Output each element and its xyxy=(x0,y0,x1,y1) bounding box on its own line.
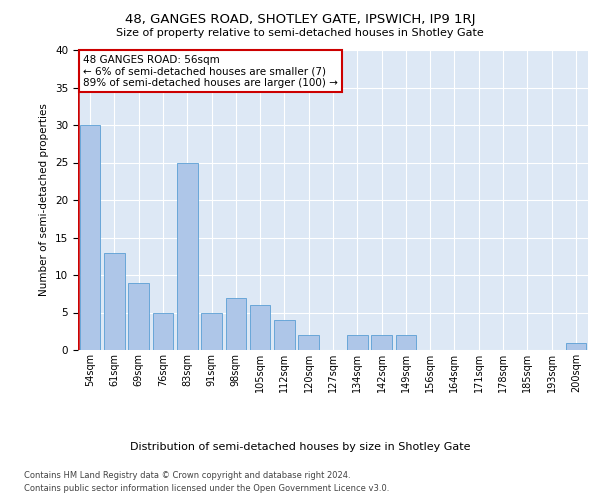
Bar xyxy=(177,162,197,350)
Text: Distribution of semi-detached houses by size in Shotley Gate: Distribution of semi-detached houses by … xyxy=(130,442,470,452)
Bar xyxy=(371,335,392,350)
Bar xyxy=(250,305,271,350)
Bar xyxy=(80,125,100,350)
Text: 48 GANGES ROAD: 56sqm
← 6% of semi-detached houses are smaller (7)
89% of semi-d: 48 GANGES ROAD: 56sqm ← 6% of semi-detac… xyxy=(83,54,338,88)
Text: Contains HM Land Registry data © Crown copyright and database right 2024.: Contains HM Land Registry data © Crown c… xyxy=(24,471,350,480)
Bar xyxy=(104,252,125,350)
Bar xyxy=(298,335,319,350)
Bar xyxy=(226,298,246,350)
Bar xyxy=(274,320,295,350)
Bar xyxy=(395,335,416,350)
Text: Size of property relative to semi-detached houses in Shotley Gate: Size of property relative to semi-detach… xyxy=(116,28,484,38)
Text: 48, GANGES ROAD, SHOTLEY GATE, IPSWICH, IP9 1RJ: 48, GANGES ROAD, SHOTLEY GATE, IPSWICH, … xyxy=(125,12,475,26)
Y-axis label: Number of semi-detached properties: Number of semi-detached properties xyxy=(40,104,49,296)
Bar xyxy=(566,342,586,350)
Bar xyxy=(128,282,149,350)
Bar xyxy=(201,312,222,350)
Bar xyxy=(152,312,173,350)
Bar xyxy=(347,335,368,350)
Text: Contains public sector information licensed under the Open Government Licence v3: Contains public sector information licen… xyxy=(24,484,389,493)
